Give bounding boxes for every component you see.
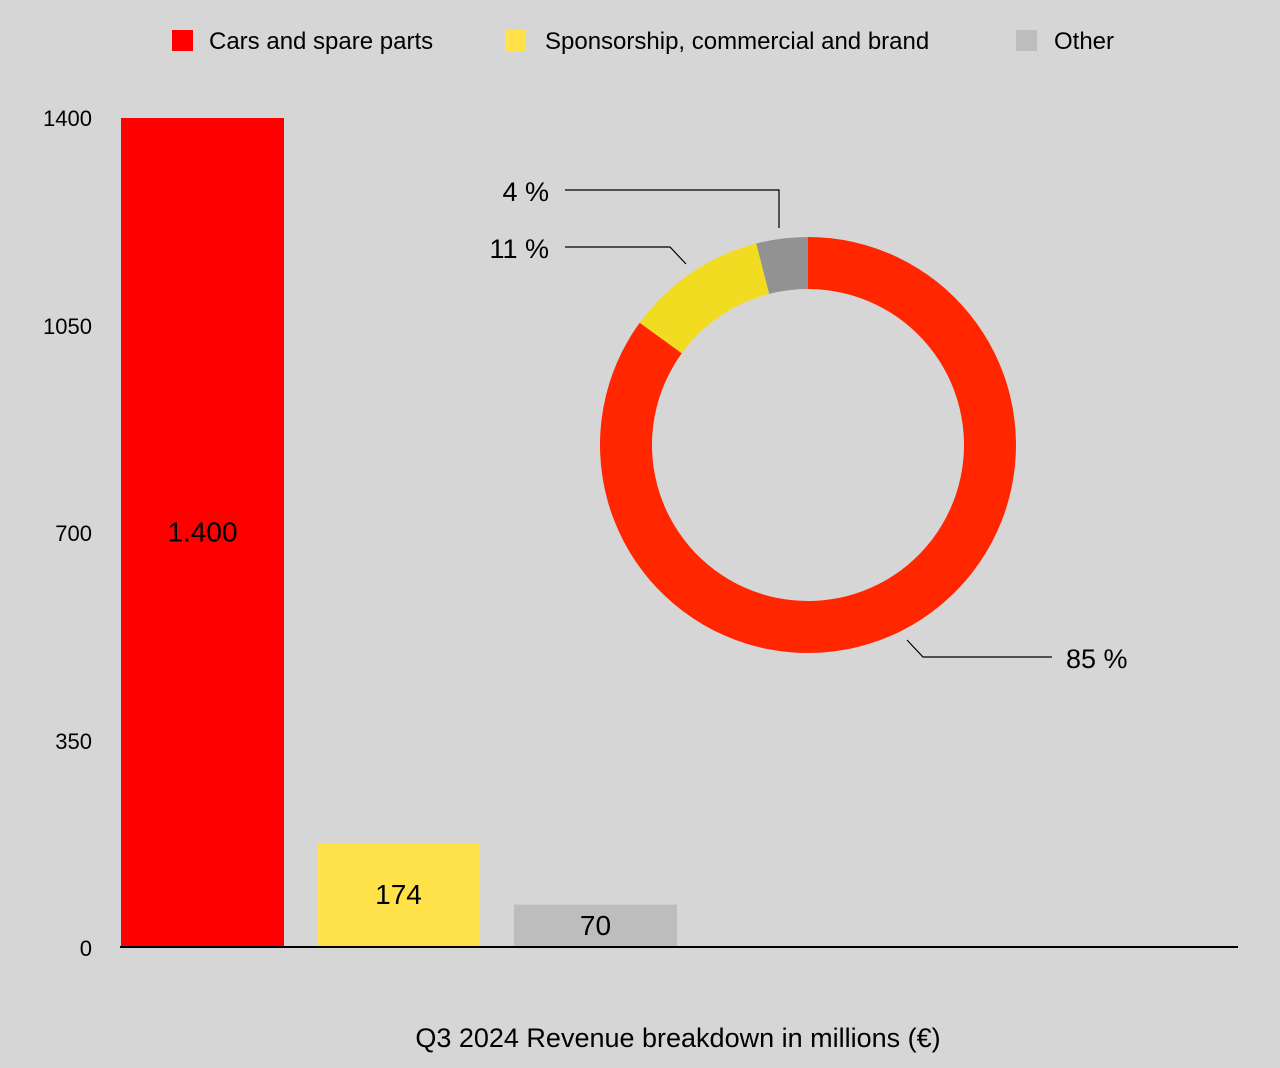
donut-slice-sponsorship <box>639 243 770 354</box>
bars: 1.400 174 70 <box>121 118 677 946</box>
legend-swatch-sponsorship <box>505 30 526 51</box>
donut-label-4: 4 % <box>502 177 549 207</box>
y-tick-1050: 1050 <box>43 314 92 339</box>
leader-line-4 <box>565 189 780 228</box>
legend-label-cars: Cars and spare parts <box>209 28 433 55</box>
legend-item-sponsorship: Sponsorship, commercial and brand <box>505 28 929 55</box>
bar-cars-and-spare-parts <box>121 118 284 946</box>
legend-swatch-other <box>1016 30 1037 51</box>
y-tick-350: 350 <box>55 729 92 754</box>
leader-line-85 <box>906 639 1052 658</box>
legend: Cars and spare parts Sponsorship, commer… <box>172 28 1114 55</box>
legend-label-sponsorship: Sponsorship, commercial and brand <box>545 28 929 55</box>
legend-item-cars: Cars and spare parts <box>172 28 433 55</box>
bar-label-cars: 1.400 <box>167 517 237 548</box>
y-tick-700: 700 <box>55 521 92 546</box>
legend-swatch-cars <box>172 30 193 51</box>
legend-label-other: Other <box>1054 28 1114 55</box>
donut-slice-other <box>756 237 808 294</box>
donut-label-11: 11 % <box>489 234 549 264</box>
leader-line-11 <box>565 246 687 265</box>
y-tick-0: 0 <box>80 936 92 961</box>
bar-label-sponsorship: 174 <box>375 879 422 910</box>
x-axis-label: Q3 2024 Revenue breakdown in millions (€… <box>415 1023 940 1053</box>
y-axis: 0 350 700 1050 1400 <box>43 106 92 961</box>
legend-item-other: Other <box>1016 28 1114 55</box>
donut-chart: 85 % 11 % 4 % <box>489 177 1127 674</box>
bar-sponsorship-commercial-brand <box>317 843 480 946</box>
donut-label-85: 85 % <box>1066 644 1128 674</box>
bar-label-other: 70 <box>580 910 611 941</box>
y-tick-1400: 1400 <box>43 106 92 131</box>
bar-other <box>514 904 677 946</box>
